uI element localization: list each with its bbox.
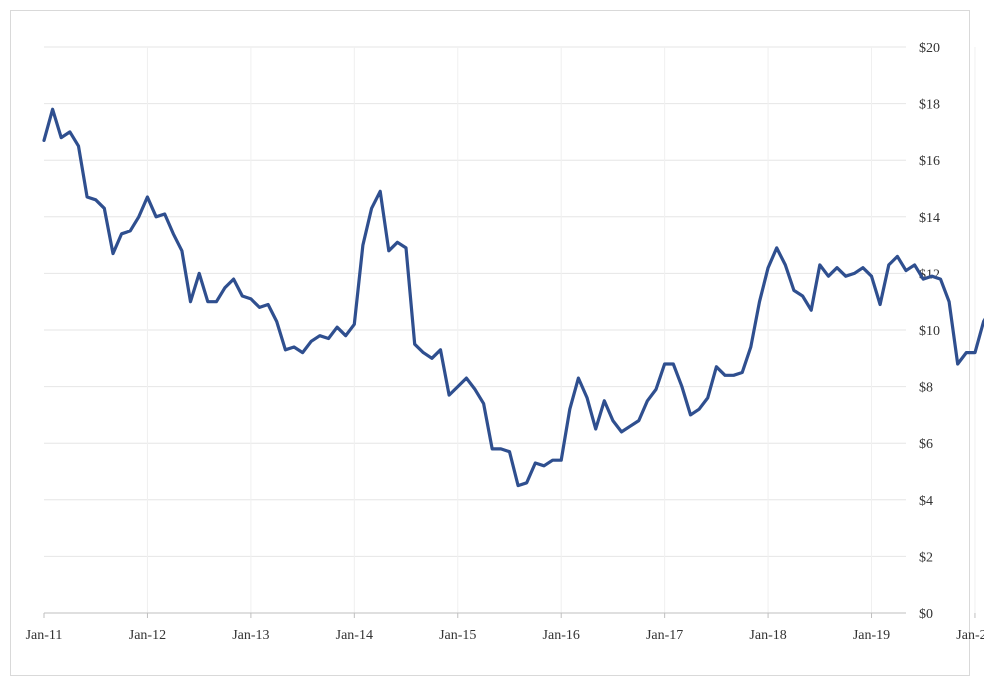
x-tick-label: Jan-20 — [956, 628, 984, 643]
y-tick-label: $8 — [919, 381, 933, 396]
x-tick-label: Jan-12 — [129, 628, 166, 643]
y-tick-label: $2 — [919, 550, 933, 565]
y-tick-label: $6 — [919, 437, 933, 452]
y-tick-label: $14 — [919, 211, 940, 226]
x-tick-label: Jan-18 — [749, 628, 786, 643]
y-tick-label: $10 — [919, 324, 940, 339]
y-tick-label: $20 — [919, 41, 940, 56]
x-tick-label: Jan-15 — [439, 628, 476, 643]
x-tick-label: Jan-19 — [853, 628, 890, 643]
x-tick-label: Jan-11 — [26, 628, 63, 643]
chart-frame — [10, 10, 970, 676]
y-tick-label: $4 — [919, 494, 933, 509]
x-tick-label: Jan-13 — [232, 628, 269, 643]
x-tick-label: Jan-17 — [646, 628, 683, 643]
x-tick-label: Jan-16 — [543, 628, 580, 643]
y-tick-label: $16 — [919, 154, 940, 169]
x-tick-label: Jan-14 — [336, 628, 373, 643]
y-tick-label: $0 — [919, 607, 933, 622]
y-tick-label: $18 — [919, 98, 940, 113]
series-line — [42, 107, 984, 488]
